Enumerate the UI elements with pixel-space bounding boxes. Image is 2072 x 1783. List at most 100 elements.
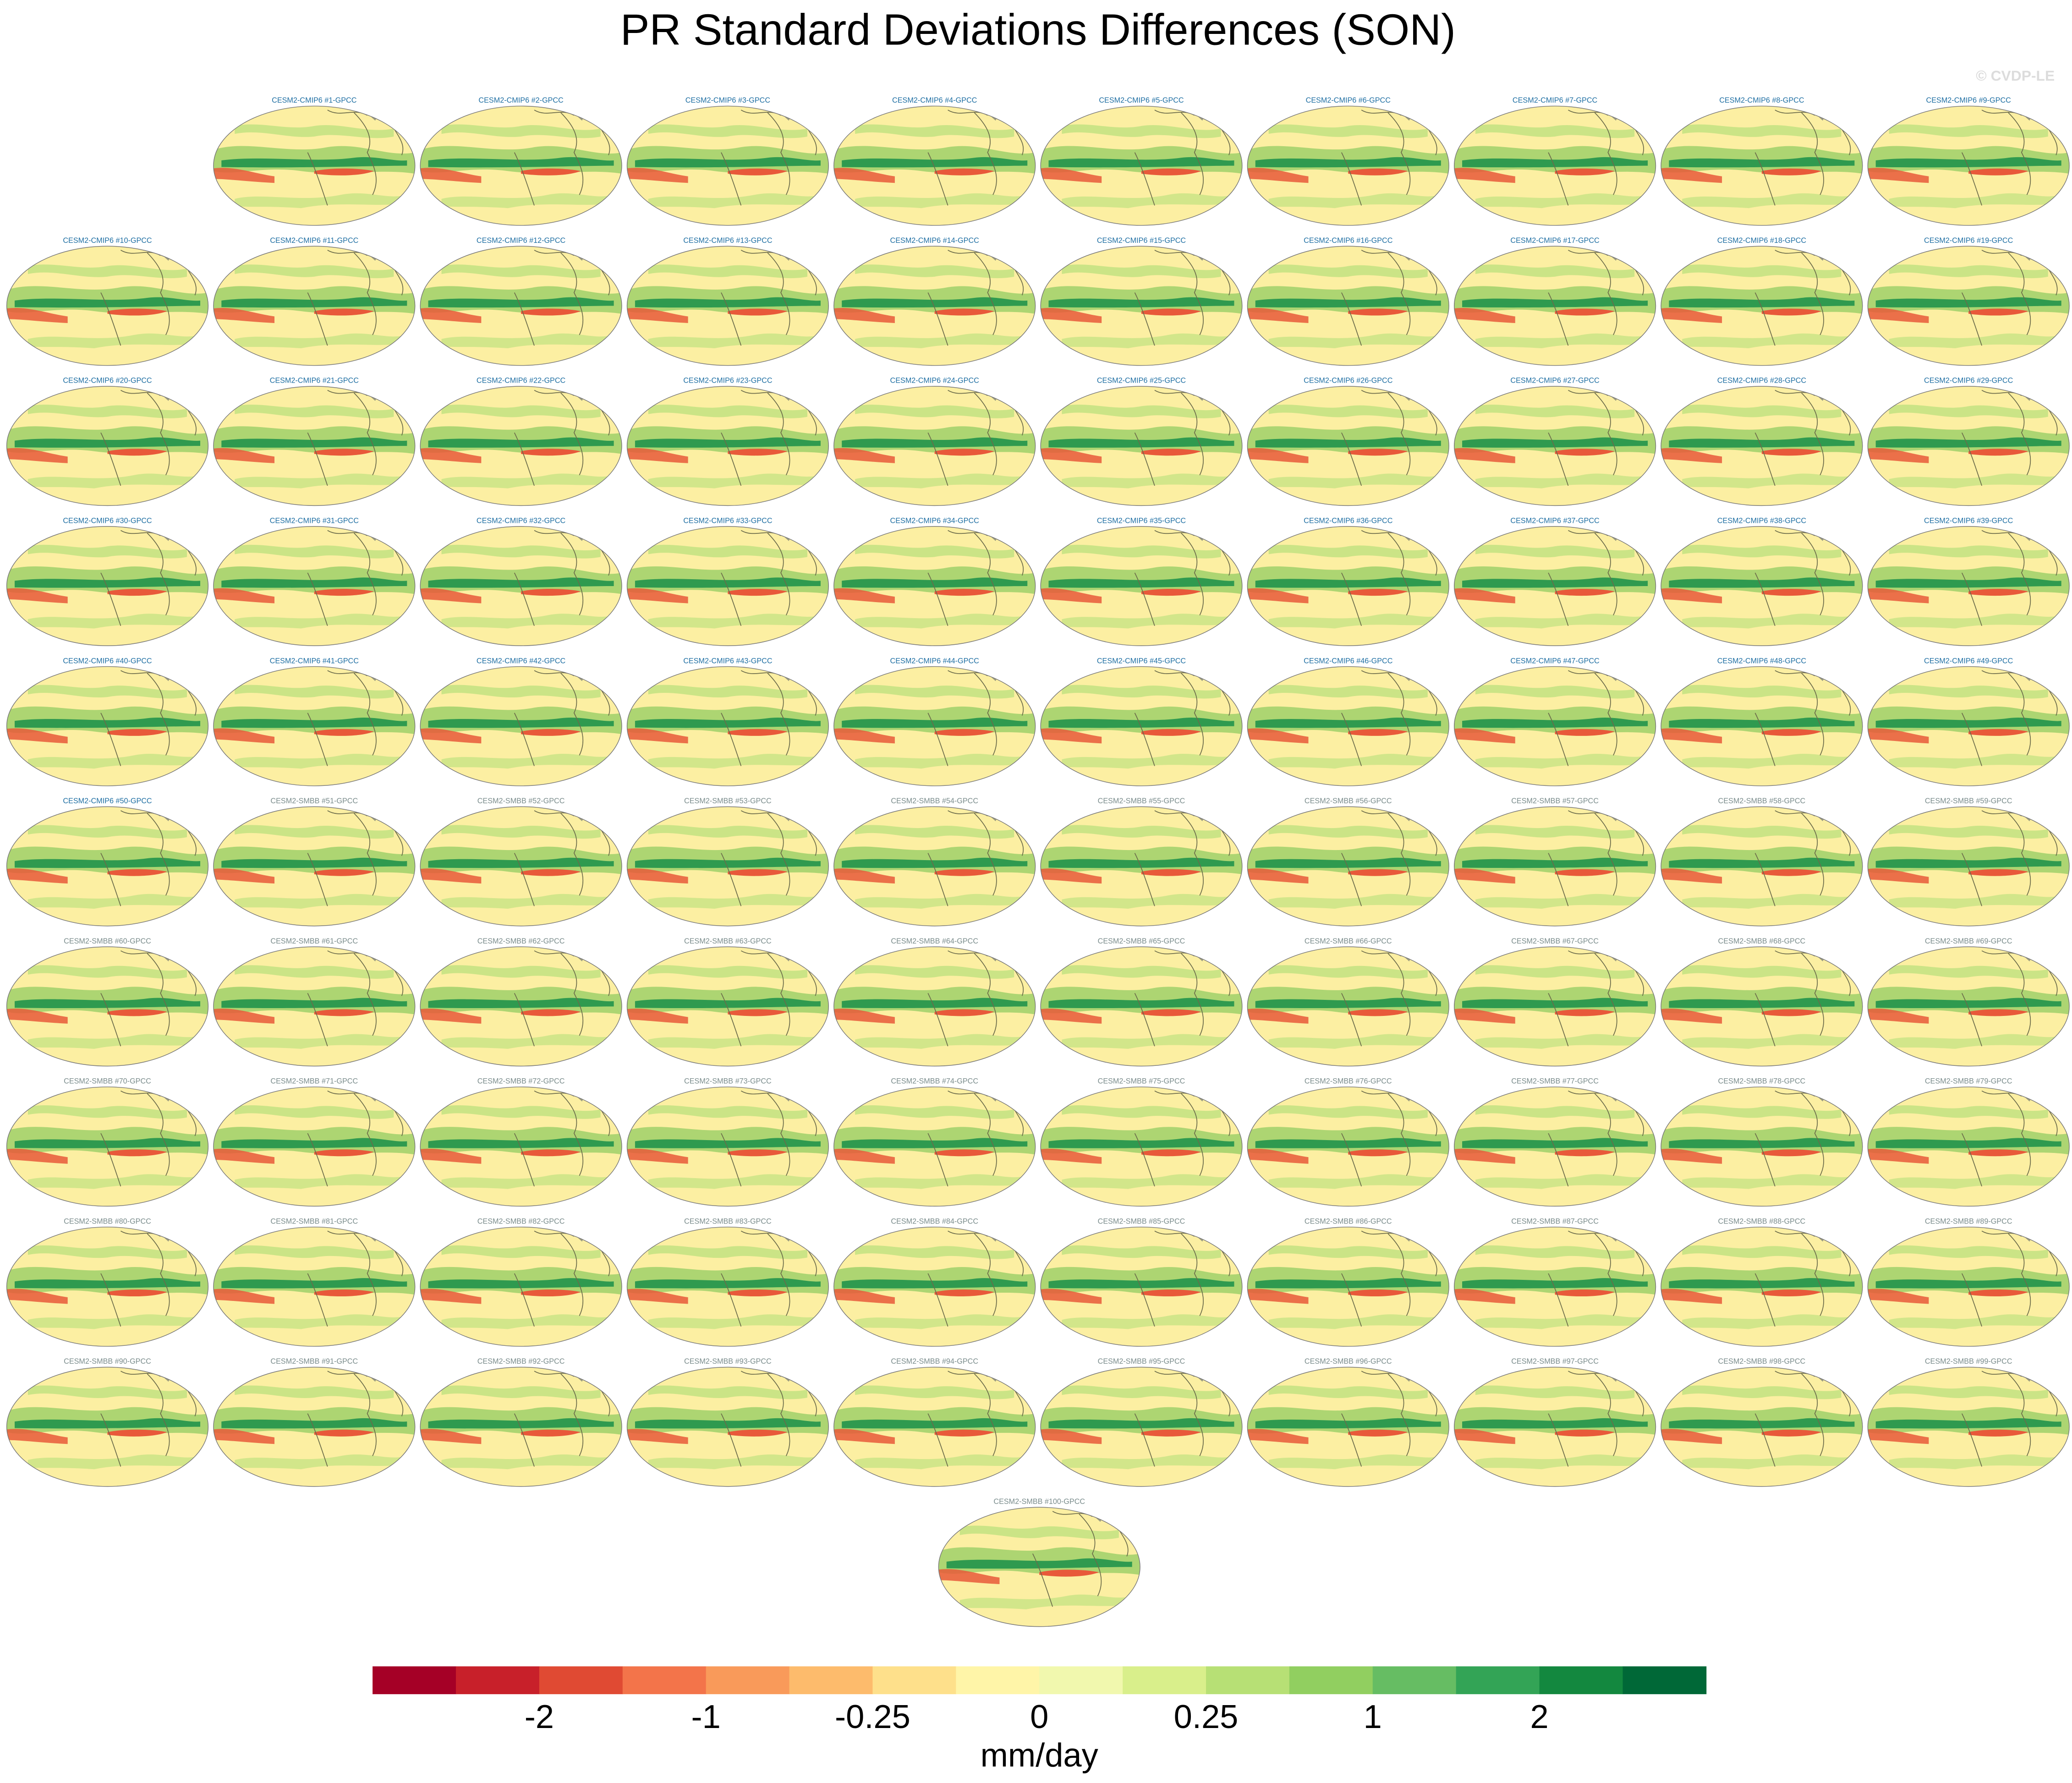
map <box>214 806 415 926</box>
panel-title: CESM2-SMBB #87-GPCC <box>1511 1217 1599 1225</box>
map-panel: CESM2-CMIP6 #29-GPCC <box>1868 377 2069 506</box>
panel-title: CESM2-SMBB #92-GPCC <box>477 1357 565 1366</box>
map <box>7 1367 208 1486</box>
map <box>1454 386 1656 505</box>
panel-title: CESM2-SMBB #83-GPCC <box>684 1217 772 1225</box>
map-panel: CESM2-SMBB #72-GPCC <box>420 1077 622 1207</box>
map <box>7 386 208 505</box>
map <box>1868 1087 2069 1206</box>
map-panel: CESM2-SMBB #83-GPCC <box>627 1217 829 1346</box>
map <box>627 1087 829 1206</box>
map-panel: CESM2-SMBB #59-GPCC <box>1868 797 2069 926</box>
map-panel: CESM2-SMBB #98-GPCC <box>1661 1357 1863 1487</box>
map <box>834 1087 1036 1206</box>
panel-title: CESM2-CMIP6 #16-GPCC <box>1304 236 1393 245</box>
map <box>1868 527 2069 646</box>
panel-title: CESM2-CMIP6 #29-GPCC <box>1924 377 2013 385</box>
map <box>627 527 829 646</box>
map-panel: CESM2-CMIP6 #26-GPCC <box>1247 377 1449 506</box>
map-panel: CESM2-SMBB #73-GPCC <box>627 1077 829 1207</box>
map-panel: CESM2-CMIP6 #11-GPCC <box>214 236 415 366</box>
map-panel: CESM2-SMBB #64-GPCC <box>834 937 1036 1066</box>
map <box>1041 106 1242 225</box>
panel-title: CESM2-SMBB #58-GPCC <box>1718 797 1806 805</box>
colorbar-box <box>872 1666 957 1695</box>
panel-title: CESM2-CMIP6 #27-GPCC <box>1510 377 1600 385</box>
map <box>214 106 415 225</box>
map-panel: CESM2-SMBB #74-GPCC <box>834 1077 1036 1207</box>
map <box>627 386 829 505</box>
map <box>214 1087 415 1206</box>
map-panel: CESM2-SMBB #93-GPCC <box>627 1357 829 1487</box>
map-panel: CESM2-SMBB #81-GPCC <box>214 1217 415 1346</box>
map <box>627 1367 829 1486</box>
map <box>1454 1227 1656 1346</box>
map-panel: CESM2-CMIP6 #37-GPCC <box>1454 516 1656 646</box>
panel-title: CESM2-CMIP6 #8-GPCC <box>1719 96 1804 104</box>
map-panel: CESM2-SMBB #51-GPCC <box>214 797 415 926</box>
panel-title: CESM2-SMBB #56-GPCC <box>1305 797 1392 805</box>
panel-title: CESM2-SMBB #80-GPCC <box>64 1217 151 1225</box>
map <box>1868 1367 2069 1486</box>
map-panel: CESM2-CMIP6 #27-GPCC <box>1454 377 1656 506</box>
map <box>1041 806 1242 926</box>
colorbar-box <box>1039 1666 1123 1695</box>
colorbar-box <box>1623 1666 1707 1695</box>
map <box>1247 106 1449 225</box>
panel-title: CESM2-SMBB #98-GPCC <box>1718 1357 1806 1366</box>
map-panel: CESM2-CMIP6 #3-GPCC <box>627 96 829 225</box>
panel-title: CESM2-SMBB #57-GPCC <box>1511 797 1599 805</box>
map-panel: CESM2-CMIP6 #35-GPCC <box>1041 516 1242 646</box>
map <box>834 947 1036 1066</box>
colorbar-box <box>789 1666 873 1695</box>
panel-title: CESM2-CMIP6 #49-GPCC <box>1924 657 2013 665</box>
map-panel: CESM2-SMBB #89-GPCC <box>1868 1217 2069 1346</box>
map <box>1868 947 2069 1066</box>
colorbar-label: mm/day <box>981 1737 1099 1774</box>
map <box>1247 246 1449 365</box>
map <box>1868 106 2069 225</box>
map <box>1247 806 1449 926</box>
map-panel: CESM2-CMIP6 #44-GPCC <box>834 657 1036 786</box>
map <box>1868 246 2069 365</box>
panel-title: CESM2-CMIP6 #18-GPCC <box>1717 236 1807 245</box>
colorbar-tick-label: -1 <box>691 1699 721 1735</box>
panel-title: CESM2-CMIP6 #15-GPCC <box>1097 236 1186 245</box>
map <box>834 1227 1036 1346</box>
map <box>7 1087 208 1206</box>
panel-title: CESM2-CMIP6 #21-GPCC <box>270 377 359 385</box>
map <box>1041 1227 1242 1346</box>
panel-title: CESM2-SMBB #55-GPCC <box>1098 797 1185 805</box>
map-panel: CESM2-CMIP6 #2-GPCC <box>420 96 622 225</box>
map <box>834 527 1036 646</box>
map-panel: CESM2-CMIP6 #4-GPCC <box>834 96 1036 225</box>
panel-title: CESM2-SMBB #81-GPCC <box>270 1217 358 1225</box>
panel-title: CESM2-CMIP6 #17-GPCC <box>1510 236 1600 245</box>
colorbar-box <box>373 1666 456 1695</box>
map-panel: CESM2-SMBB #97-GPCC <box>1454 1357 1656 1487</box>
panel-title: CESM2-CMIP6 #9-GPCC <box>1926 96 2012 104</box>
panel-title: CESM2-CMIP6 #28-GPCC <box>1717 377 1807 385</box>
map-panel: CESM2-SMBB #88-GPCC <box>1661 1217 1863 1346</box>
map-panel: CESM2-CMIP6 #40-GPCC <box>7 657 208 786</box>
map-panel: CESM2-CMIP6 #7-GPCC <box>1454 96 1656 225</box>
map-panel: CESM2-SMBB #95-GPCC <box>1041 1357 1242 1487</box>
panel-title: CESM2-CMIP6 #36-GPCC <box>1304 516 1393 525</box>
map-panel: CESM2-SMBB #70-GPCC <box>7 1077 208 1207</box>
map <box>834 806 1036 926</box>
panel-title: CESM2-CMIP6 #30-GPCC <box>63 516 152 525</box>
panel-title: CESM2-CMIP6 #38-GPCC <box>1717 516 1807 525</box>
map-panel: CESM2-CMIP6 #31-GPCC <box>214 516 415 646</box>
map <box>627 1227 829 1346</box>
colorbar-box <box>539 1666 623 1695</box>
panel-title: CESM2-SMBB #76-GPCC <box>1305 1077 1392 1086</box>
map-panel: CESM2-CMIP6 #49-GPCC <box>1868 657 2069 786</box>
map-panel: CESM2-CMIP6 #30-GPCC <box>7 516 208 646</box>
panel-title: CESM2-CMIP6 #48-GPCC <box>1717 657 1807 665</box>
panel-title: CESM2-CMIP6 #13-GPCC <box>683 236 773 245</box>
map-panel: CESM2-SMBB #76-GPCC <box>1247 1077 1449 1207</box>
map-panel: CESM2-CMIP6 #20-GPCC <box>7 377 208 506</box>
map <box>627 106 829 225</box>
map <box>214 527 415 646</box>
panel-title: CESM2-SMBB #90-GPCC <box>64 1357 151 1366</box>
